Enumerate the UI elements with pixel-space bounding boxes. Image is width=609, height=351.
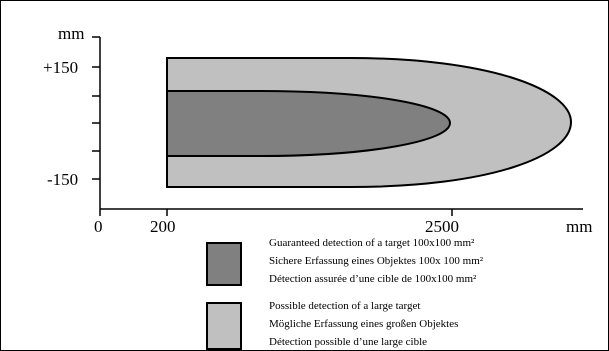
y-axis-unit: mm [58, 24, 84, 43]
x-tick-label-0: 0 [94, 217, 103, 236]
legend-possible-de: Mögliche Erfassung eines großen Objektes [269, 318, 458, 330]
legend-swatch-possible [206, 302, 242, 350]
legend-guaranteed-en: Guaranteed detection of a target 100x100… [269, 237, 475, 249]
guaranteed-detection-zone [166, 90, 452, 157]
legend-guaranteed-de: Sichere Erfassung eines Objektes 100x 10… [269, 255, 484, 267]
legend-possible-en: Possible detection of a large target [269, 300, 420, 312]
y-tick-label-plus: +150 [43, 58, 78, 77]
legend-guaranteed-fr: Détection assurée d’une cible de 100x100… [269, 273, 477, 285]
x-axis-unit: mm [566, 217, 592, 236]
y-tick-label-minus: -150 [47, 170, 78, 189]
legend-possible-fr: Détection possible d’une large cible [269, 336, 427, 348]
x-tick-label-2500: 2500 [425, 217, 459, 236]
legend-swatch-guaranteed [206, 242, 242, 286]
x-tick-label-200: 200 [150, 217, 176, 236]
